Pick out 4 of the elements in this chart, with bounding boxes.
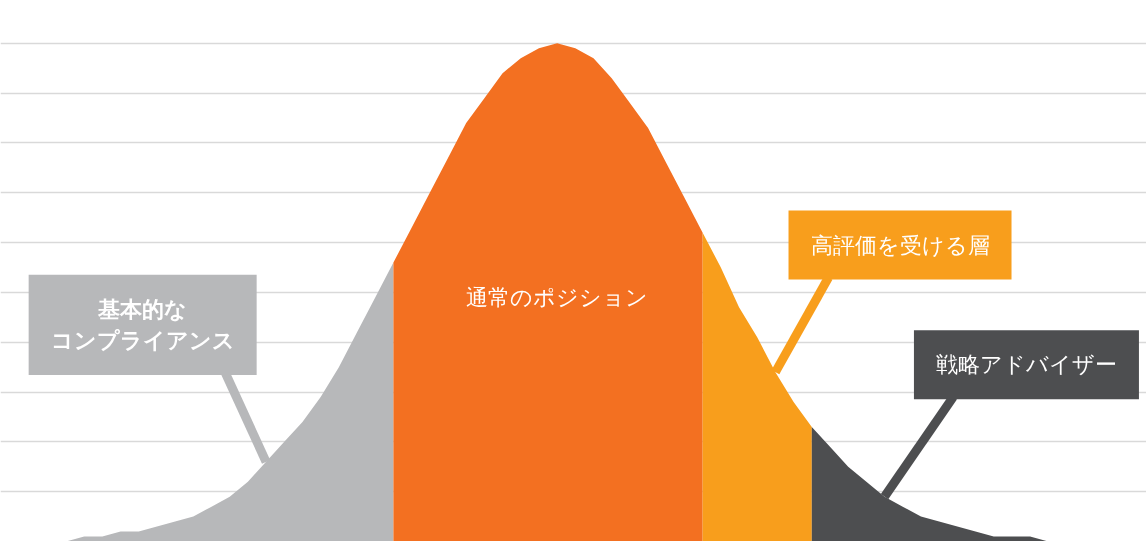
annotation: 戦略アドバイザー (935, 352, 1117, 378)
annotation: 通常のポジション (466, 284, 649, 310)
annotation: 高評価を受ける層 (810, 232, 990, 258)
annotation: 基本的なコンプライアンス (50, 296, 235, 353)
